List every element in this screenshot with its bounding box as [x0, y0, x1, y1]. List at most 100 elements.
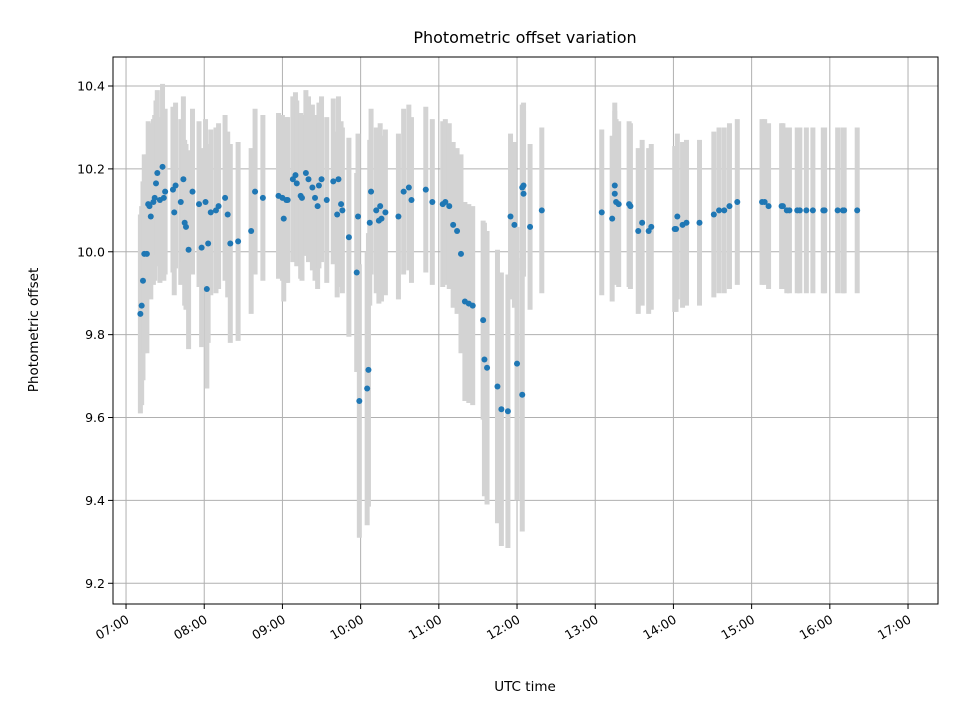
data-point — [841, 207, 848, 214]
data-point — [803, 207, 810, 214]
data-point — [683, 219, 690, 226]
data-point — [338, 201, 345, 208]
data-point — [779, 203, 786, 210]
data-point — [721, 207, 728, 214]
data-point — [422, 186, 429, 193]
data-point — [151, 194, 158, 201]
data-point — [716, 207, 723, 214]
data-point — [139, 277, 146, 284]
data-point — [330, 178, 337, 185]
data-point — [442, 199, 449, 206]
data-point — [185, 246, 192, 253]
data-point — [353, 269, 360, 276]
data-point — [198, 244, 205, 251]
data-point — [382, 209, 389, 216]
data-point — [627, 203, 634, 210]
data-point — [224, 211, 231, 218]
data-point — [366, 219, 373, 226]
data-point — [520, 182, 527, 189]
data-point — [355, 213, 362, 220]
data-point — [710, 211, 717, 218]
data-point — [284, 196, 291, 203]
y-tick-label: 10.2 — [77, 161, 105, 176]
data-point — [356, 397, 363, 404]
data-point — [207, 209, 214, 216]
data-point — [147, 213, 154, 220]
data-point — [143, 250, 150, 257]
data-point — [504, 408, 511, 415]
data-point — [400, 188, 407, 195]
plot-frame — [112, 56, 939, 605]
data-point — [538, 207, 545, 214]
data-point — [180, 176, 187, 183]
data-point — [138, 302, 145, 309]
data-point — [309, 184, 316, 191]
data-point — [408, 196, 415, 203]
y-tick-label: 10.4 — [77, 79, 105, 94]
data-point — [854, 207, 861, 214]
data-point — [507, 213, 514, 220]
data-point — [298, 194, 305, 201]
data-point — [446, 203, 453, 210]
y-axis-ticks: 9.2 9.4 9.6 9.8 10.0 10.2 10.4 — [77, 79, 113, 591]
data-point — [511, 221, 518, 228]
data-point — [674, 213, 681, 220]
y-tick-label: 9.6 — [85, 410, 105, 425]
data-point — [480, 317, 487, 324]
data-point — [726, 203, 733, 210]
data-point — [172, 182, 179, 189]
data-point — [520, 190, 527, 197]
data-point — [469, 302, 476, 309]
y-axis-label: Photometric offset — [26, 268, 42, 392]
data-point — [696, 219, 703, 226]
data-point — [761, 199, 768, 206]
data-point — [498, 406, 505, 413]
data-point — [215, 203, 222, 210]
data-point — [177, 199, 184, 206]
data-point — [635, 228, 642, 235]
data-point — [519, 391, 526, 398]
data-point — [395, 213, 402, 220]
data-point — [450, 221, 457, 228]
data-point — [162, 188, 169, 195]
data-point — [611, 190, 618, 197]
data-point — [405, 184, 412, 191]
data-point — [196, 201, 203, 208]
data-point — [514, 360, 521, 367]
data-point — [292, 172, 299, 179]
data-point — [378, 215, 385, 222]
y-tick-label: 10.0 — [77, 244, 105, 259]
data-point — [315, 182, 322, 189]
data-point — [205, 240, 212, 247]
data-point — [368, 188, 375, 195]
data-point — [293, 180, 300, 187]
data-point — [335, 176, 342, 183]
y-tick-label: 9.8 — [85, 327, 105, 342]
data-point — [377, 203, 384, 210]
data-point — [734, 199, 741, 206]
data-point — [160, 194, 167, 201]
data-point — [137, 310, 144, 317]
data-point — [527, 223, 534, 230]
data-point — [373, 207, 380, 214]
data-point — [314, 203, 321, 210]
data-point — [364, 385, 371, 392]
data-point — [673, 225, 680, 232]
data-point — [189, 188, 196, 195]
data-point — [235, 238, 242, 245]
data-point — [765, 203, 772, 210]
data-point — [786, 207, 793, 214]
data-point — [809, 207, 816, 214]
data-point — [615, 201, 622, 208]
x-axis-label: UTC time — [494, 679, 556, 695]
data-point — [796, 207, 803, 214]
data-point — [429, 199, 436, 206]
data-point — [153, 180, 160, 187]
data-point — [834, 207, 841, 214]
data-point — [609, 215, 616, 222]
data-points — [137, 163, 861, 415]
chart-title: Photometric offset variation — [413, 28, 636, 47]
data-point — [598, 209, 605, 216]
data-point — [280, 215, 287, 222]
data-point — [345, 234, 352, 241]
